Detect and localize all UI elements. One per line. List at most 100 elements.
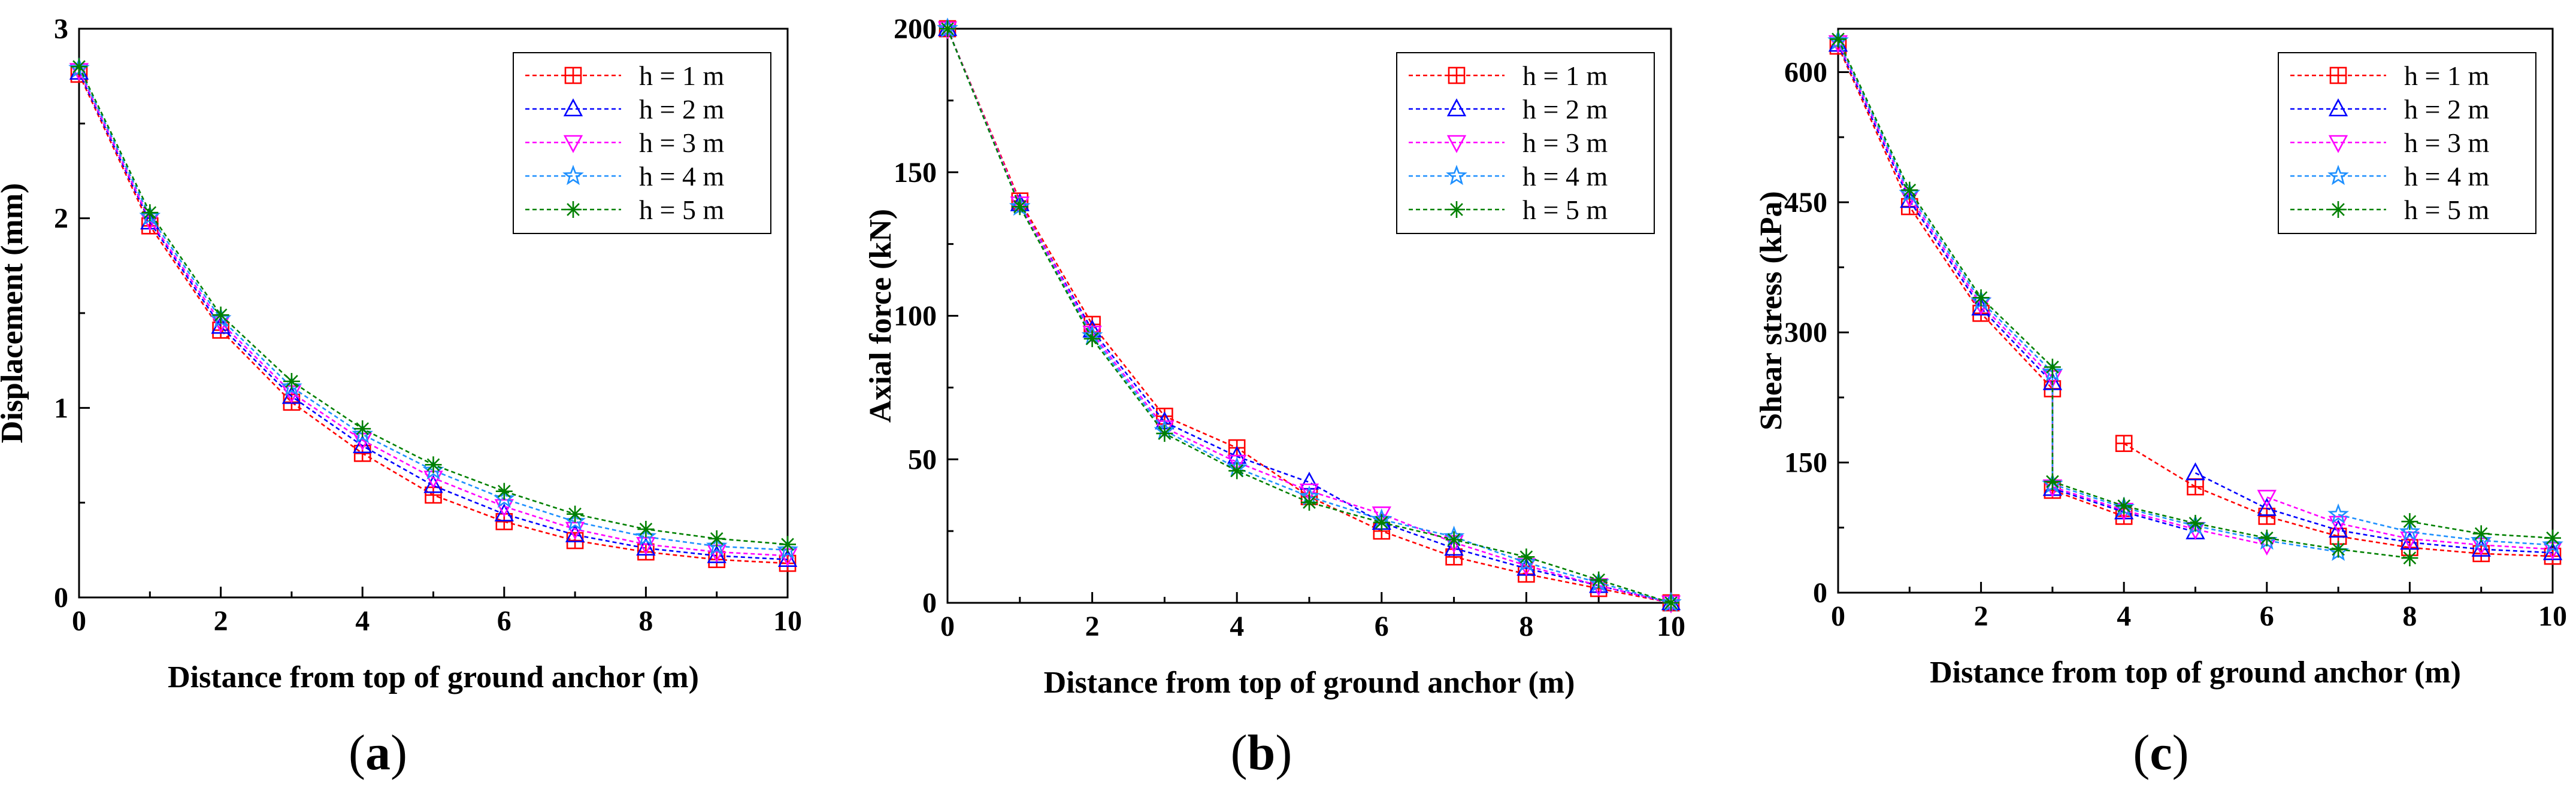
panel-3-series-5-point-arm	[1974, 291, 1988, 305]
panel-3-series-3-line	[2052, 486, 2268, 546]
panel-2-legend-marker	[1446, 135, 1467, 153]
panel-1-xtick-label: 4	[355, 605, 370, 637]
panel-2-label: (b)	[1231, 725, 1292, 781]
panel-2-xtick-label: 2	[1085, 611, 1100, 642]
panel-3-ytick-label: 600	[1784, 56, 1827, 88]
panel-2-legend-marker	[1446, 165, 1467, 186]
panel-1-xtick-label: 10	[773, 605, 802, 637]
panel-1-xtick-label: 0	[72, 605, 86, 637]
panel-1-series-4-point	[635, 525, 657, 546]
panel-3-series-5-point	[2401, 513, 2418, 530]
panel-3-series-5-point	[1972, 289, 1990, 307]
panel-3-series-5-point-arm	[1832, 32, 1845, 46]
panel-2-y-axis-label: Axial force (kN)	[864, 209, 898, 423]
panel-3-legend-marker-arm	[2332, 203, 2345, 216]
panel-1-series-5-point-arm	[497, 484, 511, 498]
panel-3-series-1-point	[2187, 478, 2204, 496]
panel-3: 0 2 4 6 8 10 0 150 300 450 600 Distance from top of…	[1754, 28, 2567, 781]
panel-3-ytick-label: 450	[1784, 187, 1827, 219]
panel-3-series-2-point	[2257, 497, 2277, 516]
panel-1-series-4-point	[564, 510, 586, 531]
panel-3-series-5-point-arm	[2260, 531, 2274, 545]
panel-3-series-5-point	[2115, 497, 2133, 515]
panel-2-series-3-point-tri	[1299, 483, 1319, 502]
panel-2-xtick-label: 0	[940, 611, 955, 642]
panel-3-legend-entry: h = 4 m	[2404, 161, 2489, 192]
panel-1-series-5	[71, 58, 796, 553]
panel-1-series-4-point-star	[635, 525, 657, 546]
panel-3-xtick-label: 0	[1831, 600, 1845, 632]
panel-1-series-5-point	[708, 530, 725, 547]
panel-2-series-3-point-tri	[1227, 454, 1247, 473]
panel-3-series-3-point-tri	[2328, 515, 2348, 534]
panel-2-series-3-point	[1299, 483, 1319, 502]
panel-2-series-5-point-arm	[941, 22, 954, 35]
panel-2-series-2-point-tri	[1444, 538, 1464, 556]
panel-3-series-5-point-arm	[2117, 499, 2131, 512]
panel-3-y-axis-label: Shear stress (kPa)	[1754, 191, 1788, 430]
panel-2-legend-marker-arm	[1450, 203, 1463, 216]
panel-2-legend-entry: h = 3 m	[1522, 128, 1608, 158]
panel-2-xtick-label: 8	[1519, 611, 1533, 642]
panel-2-legend-marker	[1448, 66, 1466, 84]
panel-3-xtick-label: 4	[2117, 600, 2131, 632]
panel-1-legend-marker-tri	[563, 98, 583, 117]
panel-3-legend-marker-tri	[2328, 135, 2348, 153]
panel-3-xtick-label: 6	[2260, 600, 2274, 632]
panel-3-series-4-point	[2542, 533, 2563, 554]
panel-1-series-2-point-tri	[353, 435, 373, 453]
panel-3-series-5	[1830, 31, 2561, 567]
panel-3-series-4-point-star	[2327, 503, 2349, 524]
panel-3-series-5-point	[2401, 550, 2418, 567]
panel-3-series-5-point-arm	[2046, 360, 2059, 374]
panel-3-series-4-point-star	[2470, 529, 2492, 550]
panel-3-legend-marker	[2327, 165, 2349, 186]
panel-1-series-1-point	[425, 486, 442, 504]
panel-2-ytick-label: 100	[894, 301, 937, 332]
panel-3-series-5-point-arm	[2403, 515, 2417, 528]
panel-1-series-5-point	[354, 420, 371, 438]
panel-3-series-5-point-arm	[2546, 531, 2559, 545]
panel-1-series-4-point	[493, 487, 515, 508]
panel-1-series-4-point	[706, 535, 728, 556]
panel-2-series-5-point	[1518, 548, 1535, 566]
panel-2-series-3-point	[1372, 506, 1391, 525]
panel-3-series-5-point	[2330, 541, 2347, 558]
panel-1-series-4-point	[281, 375, 302, 396]
panel-3-ytick-label: 0	[1813, 577, 1827, 609]
panel-2-series-5-point	[1301, 494, 1318, 511]
panel-2-series-5-point-arm	[1519, 550, 1533, 564]
panel-2-x-axis-label: Distance from top of ground anchor (m)	[1044, 666, 1575, 700]
panel-1-series-5-point	[779, 536, 796, 553]
panel-3-ytick-label: 150	[1784, 447, 1827, 479]
panel-2-xtick-label: 6	[1375, 611, 1389, 642]
panel-3-series-2-point-tri	[2185, 462, 2205, 481]
panel-3-legend-entry: h = 2 m	[2404, 94, 2489, 125]
panel-3-legend-entry: h = 3 m	[2404, 128, 2489, 158]
panel-3-series-5-point	[2544, 529, 2561, 547]
panel-3-legend-marker	[2328, 135, 2348, 153]
panel-1-legend-marker-arm	[567, 203, 580, 216]
panel-3-series-1-line	[2052, 489, 2124, 517]
panel-3-series-1-point	[2115, 435, 2133, 453]
panel-1-ytick-label: 0	[54, 582, 68, 614]
panel-1-series-3-point-tri	[565, 521, 585, 540]
panel-1-series-5-point-arm	[781, 538, 794, 551]
panel-3-series-5-line	[2052, 481, 2410, 559]
panel-2-series-5-line	[946, 28, 1672, 604]
panel-2-series-5-point	[1445, 531, 1463, 548]
panel-1-label-letter: a	[365, 725, 391, 781]
panel-1-legend-marker	[563, 135, 583, 153]
panel-2-series-5-point-arm	[1013, 200, 1027, 214]
panel-1-series-4-point-star	[777, 539, 798, 560]
panel-2-label-letter: b	[1248, 725, 1276, 781]
panel-1-series-3-point-tri	[494, 499, 514, 517]
panel-1-ytick-label: 3	[54, 13, 68, 45]
panel-1-series-2-point-tri	[565, 524, 585, 542]
panel-1-legend: h = 1 mh = 2 mh = 3 mh = 4 mh = 5 m	[513, 52, 771, 234]
panel-2-series-5-point-arm	[1085, 332, 1099, 345]
panel-3-series-4-point	[2399, 520, 2421, 541]
panel-1-series-3-line	[78, 70, 788, 557]
panel-1-legend-entry: h = 3 m	[639, 128, 724, 158]
